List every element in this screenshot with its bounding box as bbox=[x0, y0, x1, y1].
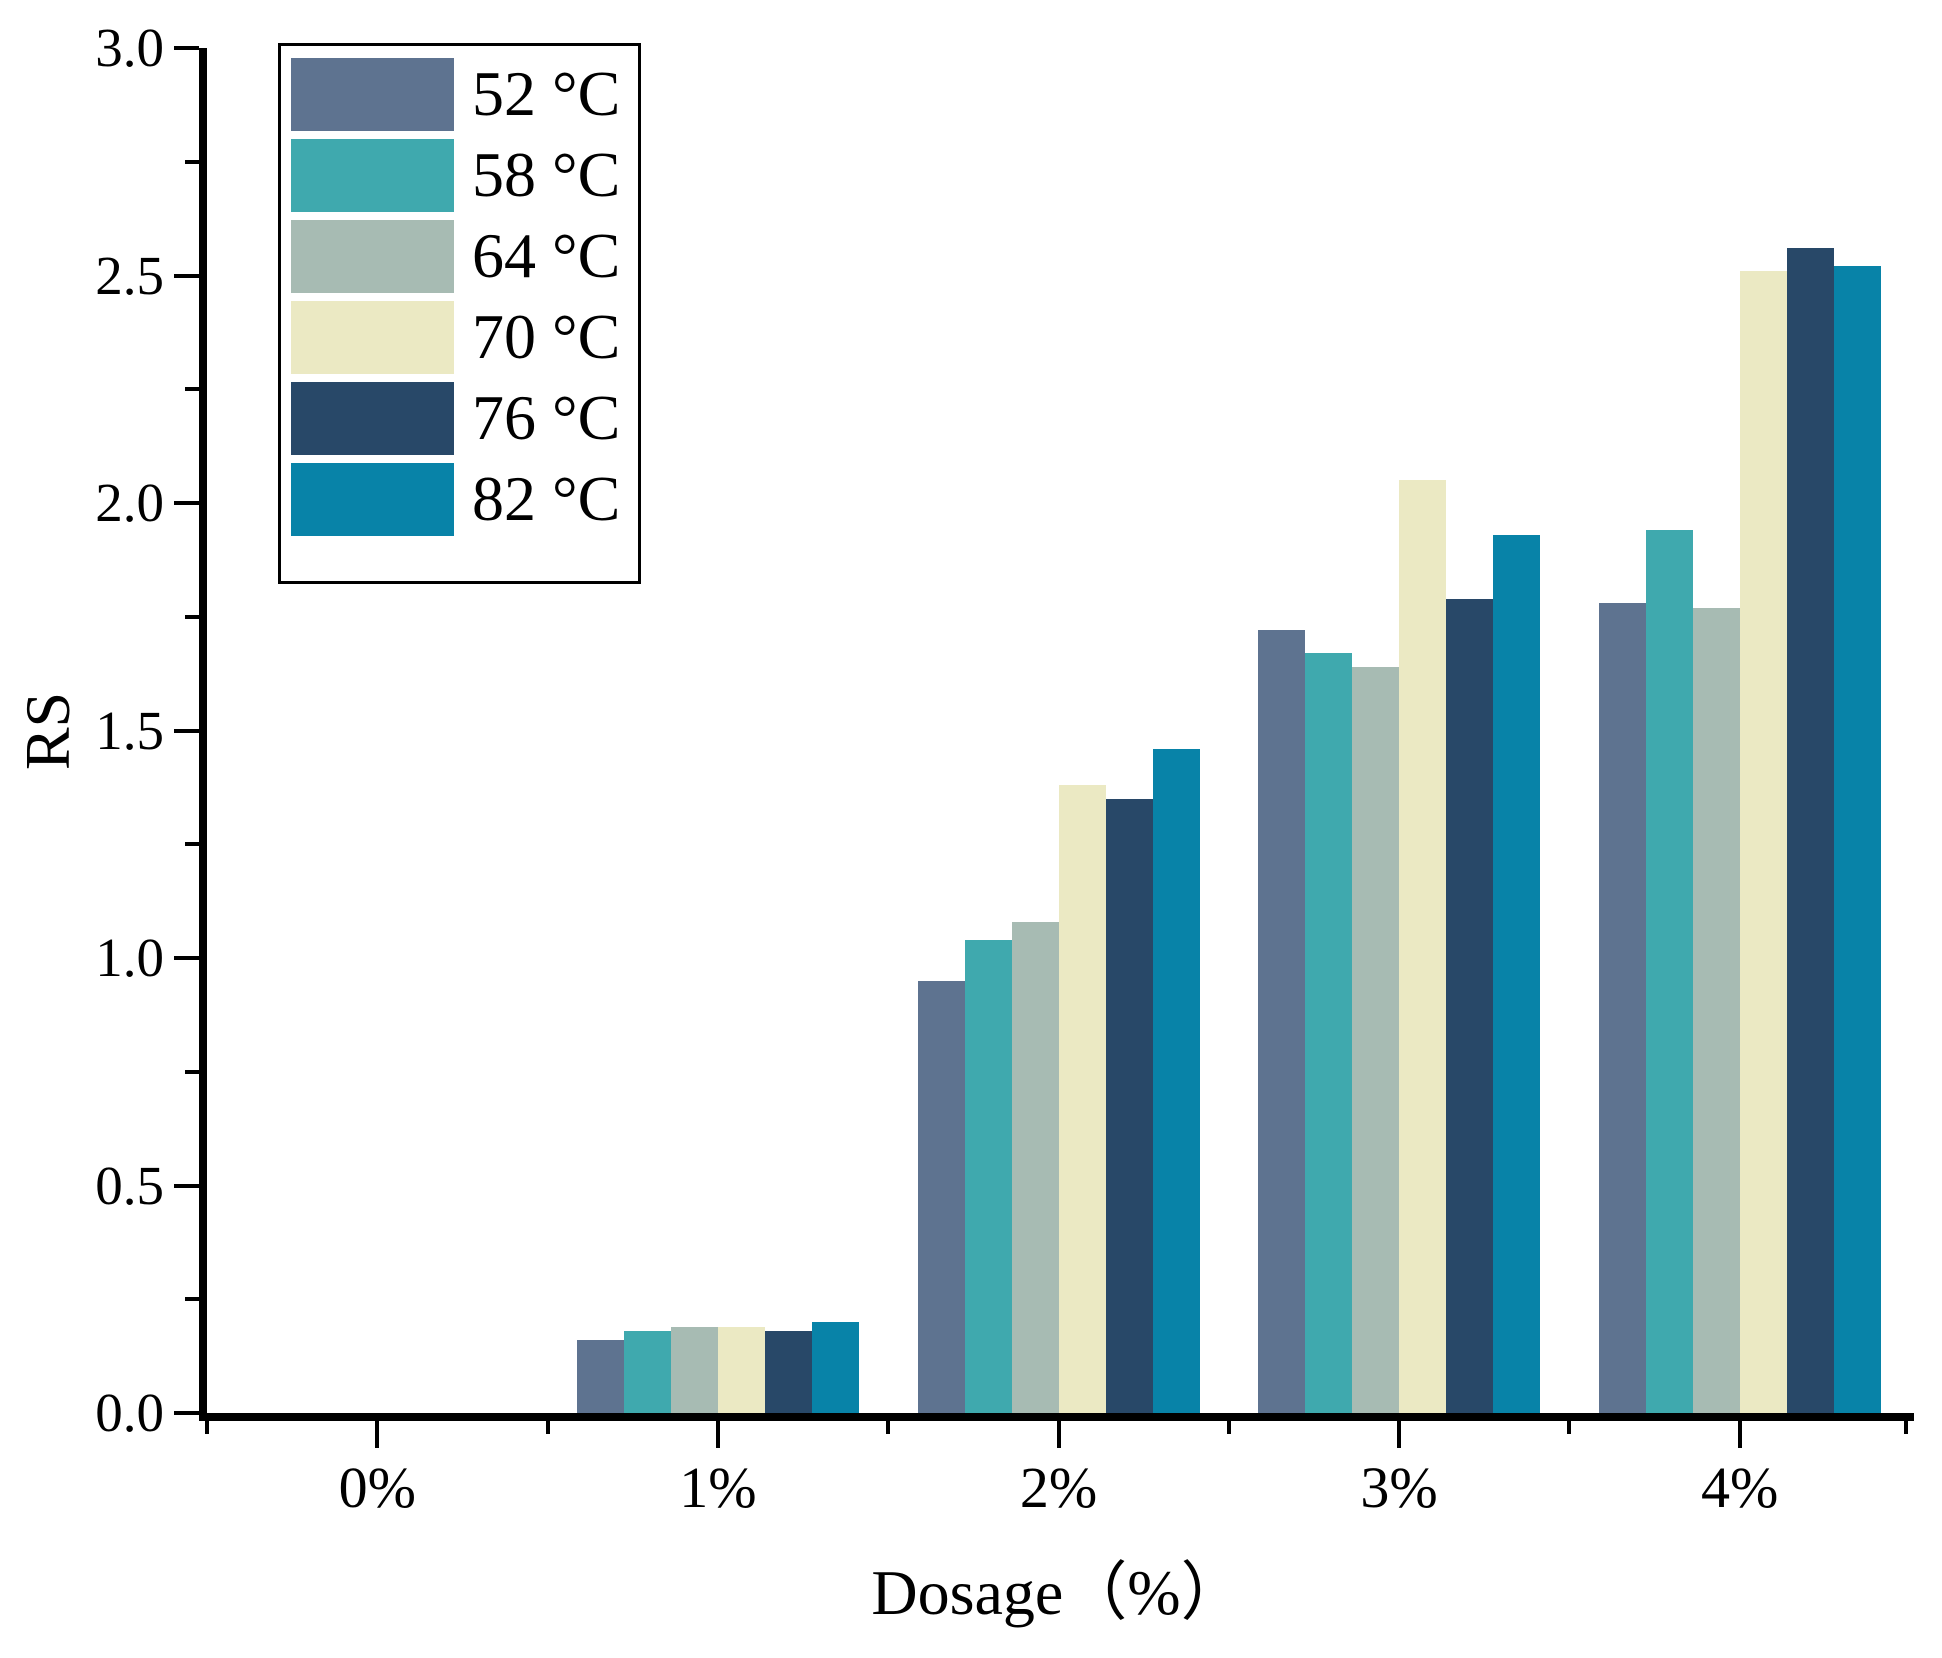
bar-4%-52°C bbox=[1598, 603, 1646, 1413]
legend: 52 °C 58 °C 64 °C 70 °C 76 °C 82 °C bbox=[278, 43, 641, 584]
bar-3%-52°C bbox=[1258, 630, 1306, 1413]
x-major-tick bbox=[1737, 1421, 1742, 1448]
y-tick-label: 0.0 bbox=[95, 1382, 164, 1443]
x-tick-label: 1% bbox=[679, 1455, 757, 1520]
x-minor-tick bbox=[205, 1421, 209, 1434]
bar-3%-70°C bbox=[1399, 480, 1447, 1413]
legend-label: 52 °C bbox=[472, 58, 621, 129]
bar-2%-70°C bbox=[1058, 785, 1106, 1413]
legend-swatch bbox=[291, 138, 454, 212]
y-minor-tick bbox=[185, 1297, 199, 1302]
y-minor-tick bbox=[185, 159, 199, 164]
bar-1%-70°C bbox=[717, 1326, 765, 1413]
legend-swatch bbox=[291, 219, 454, 293]
bar-2%-76°C bbox=[1105, 798, 1153, 1413]
x-tick-label: 2% bbox=[1019, 1455, 1098, 1520]
x-major-tick bbox=[1397, 1421, 1402, 1448]
y-minor-tick bbox=[185, 387, 199, 392]
x-tick-label: 0% bbox=[338, 1455, 416, 1520]
x-major-tick bbox=[715, 1421, 720, 1448]
y-major-tick bbox=[174, 1411, 199, 1415]
y-major-tick bbox=[174, 1183, 199, 1188]
legend-item: 58 °C bbox=[291, 138, 638, 212]
bar-3%-76°C bbox=[1446, 598, 1494, 1413]
legend-swatch bbox=[291, 57, 454, 131]
bar-2%-82°C bbox=[1152, 748, 1200, 1413]
y-major-tick bbox=[174, 46, 199, 50]
y-major-tick bbox=[174, 501, 199, 505]
bar-4%-76°C bbox=[1786, 248, 1834, 1413]
x-minor-tick bbox=[1226, 1421, 1231, 1434]
legend-label: 64 °C bbox=[472, 220, 621, 291]
bar-4%-58°C bbox=[1645, 530, 1693, 1413]
x-minor-tick bbox=[886, 1421, 891, 1434]
legend-item: 76 °C bbox=[291, 381, 638, 455]
bar-1%-58°C bbox=[623, 1331, 671, 1413]
bar-1%-82°C bbox=[811, 1322, 859, 1413]
x-axis-line bbox=[199, 1413, 1914, 1421]
bar-4%-82°C bbox=[1833, 266, 1881, 1413]
y-tick-label: 2.0 bbox=[95, 472, 164, 533]
bar-4%-64°C bbox=[1692, 607, 1740, 1413]
legend-item: 82 °C bbox=[291, 462, 638, 536]
legend-item: 64 °C bbox=[291, 219, 638, 293]
y-tick-label: 0.5 bbox=[95, 1154, 164, 1216]
bar-2%-52°C bbox=[917, 980, 965, 1413]
x-tick-label: 4% bbox=[1701, 1455, 1779, 1520]
x-minor-tick bbox=[1904, 1421, 1908, 1434]
x-major-tick bbox=[375, 1421, 380, 1448]
legend-swatch bbox=[291, 462, 454, 536]
legend-item: 52 °C bbox=[291, 57, 638, 131]
legend-item: 70 °C bbox=[291, 300, 638, 374]
legend-label: 76 °C bbox=[472, 382, 621, 453]
bar-3%-64°C bbox=[1352, 666, 1400, 1413]
bar-3%-82°C bbox=[1493, 534, 1541, 1413]
bar-3%-58°C bbox=[1305, 653, 1353, 1413]
bar-2%-58°C bbox=[964, 939, 1012, 1413]
x-minor-tick bbox=[1567, 1421, 1572, 1434]
legend-label: 70 °C bbox=[472, 301, 621, 372]
y-major-tick bbox=[174, 273, 199, 278]
x-axis-title: Dosage（%） bbox=[871, 1557, 1245, 1628]
bar-1%-76°C bbox=[764, 1331, 812, 1413]
bar-4%-70°C bbox=[1739, 270, 1787, 1413]
y-minor-tick bbox=[185, 1069, 199, 1074]
y-tick-label: 2.5 bbox=[95, 244, 164, 306]
bar-1%-52°C bbox=[576, 1340, 624, 1413]
legend-label: 82 °C bbox=[472, 463, 621, 534]
y-axis-line bbox=[199, 48, 207, 1421]
x-major-tick bbox=[1056, 1421, 1061, 1448]
y-tick-label: 3.0 bbox=[95, 17, 164, 78]
legend-swatch bbox=[291, 381, 454, 455]
legend-swatch bbox=[291, 300, 454, 374]
y-major-tick bbox=[174, 956, 199, 960]
y-major-tick bbox=[174, 728, 199, 733]
y-tick-label: 1.0 bbox=[95, 927, 164, 988]
bar-2%-64°C bbox=[1011, 921, 1059, 1413]
y-minor-tick bbox=[185, 842, 199, 847]
x-tick-label: 3% bbox=[1360, 1455, 1438, 1520]
legend-label: 58 °C bbox=[472, 139, 621, 210]
x-minor-tick bbox=[545, 1421, 550, 1434]
y-minor-tick bbox=[185, 614, 199, 619]
y-tick-label: 1.5 bbox=[95, 699, 164, 761]
bar-1%-64°C bbox=[670, 1326, 718, 1413]
